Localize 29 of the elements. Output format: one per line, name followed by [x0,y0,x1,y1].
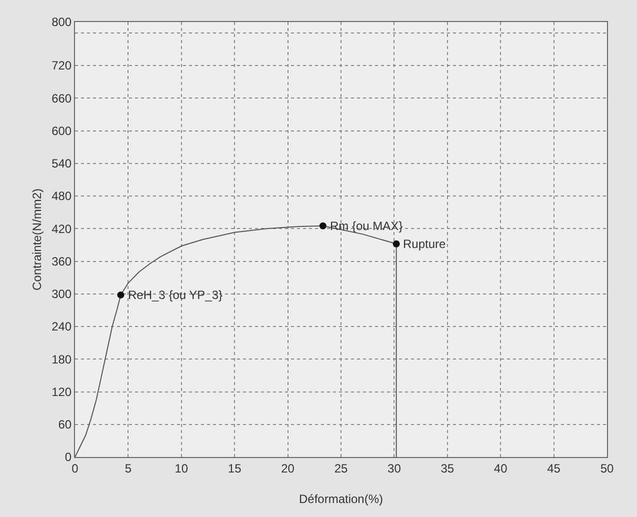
y-tick-label: 800 [52,15,72,30]
annotation: ReH_3 {ou YP_3} [128,288,223,302]
y-tick-label: 240 [52,320,72,334]
x-tick-label: 50 [600,461,614,476]
x-tick-label: 10 [174,461,188,476]
y-tick-label: 120 [52,384,72,399]
y-tick-label: 480 [52,189,72,204]
annotation: Rupture [403,237,446,251]
y-tick-label: 540 [52,156,72,171]
y-tick-label: 420 [52,222,72,236]
x-tick-label: 15 [228,461,242,476]
y-tick-label: 0 [64,450,72,464]
y-tick-label: 180 [52,352,72,366]
x-tick-label: 30 [388,461,402,476]
y-tick-label: 600 [52,124,72,138]
x-tick-label: 5 [124,461,132,476]
x-tick-label: 35 [440,461,454,476]
y-tick-label: 300 [52,287,72,302]
annotation: Rm {ou MAX} [330,219,403,233]
y-tick-label: 720 [52,58,72,73]
y-tick-label: 60 [58,418,72,432]
y-tick-label: 660 [52,91,72,106]
x-tick-label: 40 [494,461,508,476]
x-axis-title: Déformation(%) [298,492,384,506]
y-axis-title: Contrainte(N/mm2) [30,188,44,291]
y-tick-label: 360 [52,254,72,268]
x-tick-label: 25 [334,461,348,476]
x-tick-label: 45 [547,461,561,476]
x-tick-label: 20 [281,461,295,476]
